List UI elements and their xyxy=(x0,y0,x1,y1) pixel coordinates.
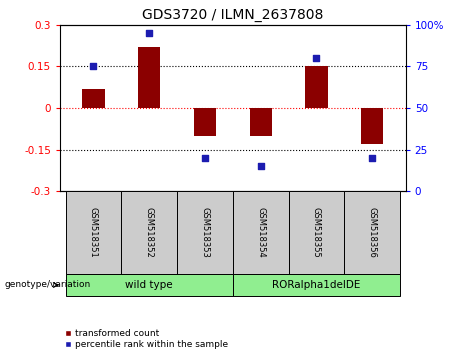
Bar xyxy=(344,191,400,274)
Text: GSM518356: GSM518356 xyxy=(368,207,377,258)
Point xyxy=(90,64,97,69)
Point xyxy=(201,155,209,161)
Point xyxy=(368,155,376,161)
Bar xyxy=(361,108,384,144)
Text: RORalpha1delDE: RORalpha1delDE xyxy=(272,280,361,290)
Bar xyxy=(249,108,272,136)
Bar xyxy=(65,191,121,274)
Bar xyxy=(194,108,216,136)
Bar xyxy=(82,88,105,108)
Text: GSM518354: GSM518354 xyxy=(256,207,265,258)
Bar xyxy=(305,67,328,108)
Text: GSM518351: GSM518351 xyxy=(89,207,98,258)
Bar xyxy=(233,274,400,296)
Text: genotype/variation: genotype/variation xyxy=(5,280,91,290)
Point xyxy=(146,30,153,36)
Bar xyxy=(121,191,177,274)
Title: GDS3720 / ILMN_2637808: GDS3720 / ILMN_2637808 xyxy=(142,8,324,22)
Text: GSM518353: GSM518353 xyxy=(201,207,209,258)
Text: GSM518355: GSM518355 xyxy=(312,207,321,258)
Text: GSM518352: GSM518352 xyxy=(145,207,154,258)
Bar xyxy=(289,191,344,274)
Bar xyxy=(177,191,233,274)
Point xyxy=(257,164,264,169)
Text: wild type: wild type xyxy=(125,280,173,290)
Bar xyxy=(233,191,289,274)
Legend: transformed count, percentile rank within the sample: transformed count, percentile rank withi… xyxy=(65,329,228,349)
Bar xyxy=(65,274,233,296)
Bar xyxy=(138,47,160,108)
Point xyxy=(313,55,320,61)
